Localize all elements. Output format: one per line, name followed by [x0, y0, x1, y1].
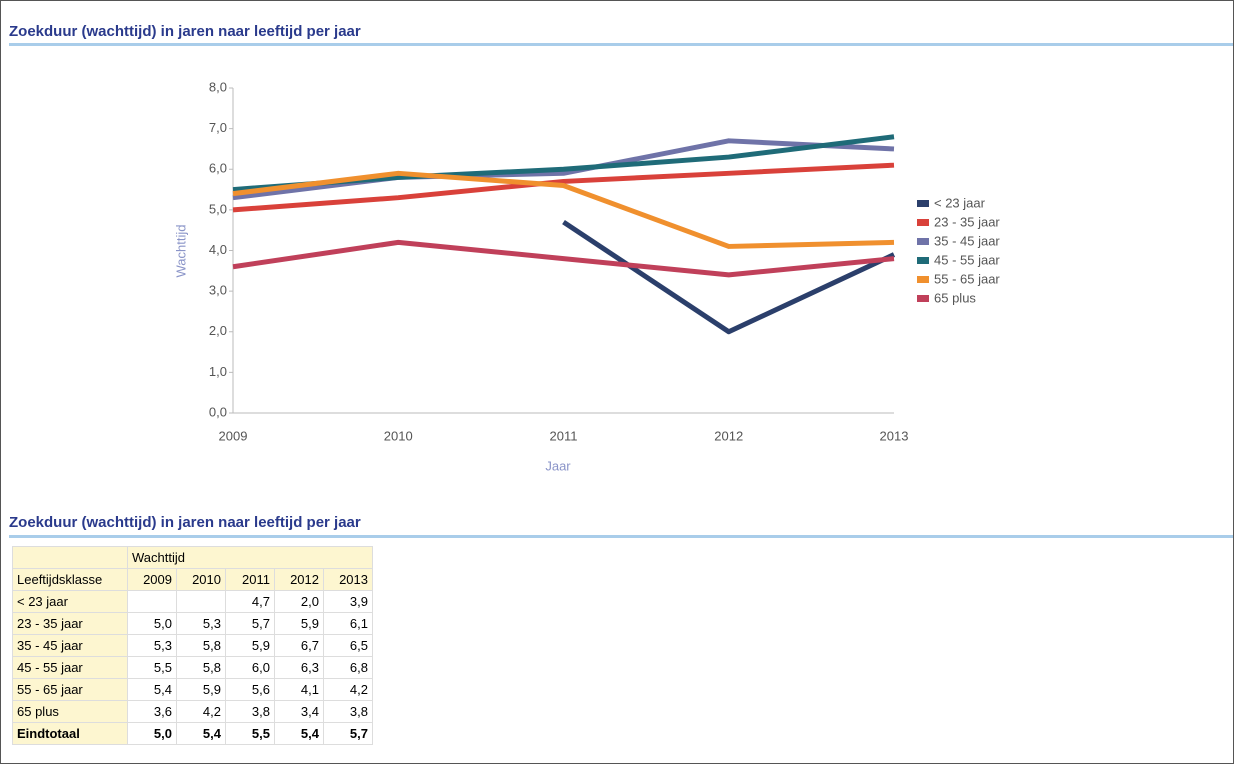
- x-tick-label: 2013: [880, 428, 909, 443]
- title-rule: [9, 43, 1233, 46]
- group-header: Wachttijd: [127, 546, 373, 569]
- table-row: 65 plus 3,6 4,2 3,8 3,4 3,8: [12, 700, 373, 723]
- column-header: Leeftijdsklasse: [12, 568, 128, 591]
- column-header: 2012: [274, 568, 324, 591]
- table-cell: 5,9: [274, 612, 324, 635]
- table-title: Zoekduur (wachttijd) in jaren naar leeft…: [9, 514, 361, 531]
- table-row: 55 - 65 jaar 5,4 5,9 5,6 4,1 4,2: [12, 678, 373, 701]
- y-tick-label: 7,0: [209, 120, 227, 135]
- total-cell: 5,4: [176, 722, 226, 745]
- x-tick-label: 2010: [384, 428, 413, 443]
- y-axis-label: Wachttijd: [173, 225, 188, 278]
- legend-label: < 23 jaar: [934, 195, 986, 210]
- row-header: 35 - 45 jaar: [12, 634, 128, 657]
- y-tick-label: 8,0: [209, 79, 227, 94]
- y-tick-label: 4,0: [209, 242, 227, 257]
- y-tick-label: 0,0: [209, 404, 227, 419]
- chart-title: Zoekduur (wachttijd) in jaren naar leeft…: [9, 23, 361, 40]
- x-tick-label: 2012: [714, 428, 743, 443]
- x-axis-label: Jaar: [545, 458, 571, 473]
- row-header: 65 plus: [12, 700, 128, 723]
- y-tick-label: 6,0: [209, 161, 227, 176]
- table-cell: 5,9: [176, 678, 226, 701]
- y-tick-label: 3,0: [209, 283, 227, 298]
- line: [562, 219, 896, 335]
- legend-swatch: [917, 295, 929, 302]
- row-header: < 23 jaar: [12, 590, 128, 613]
- corner-cell: [12, 546, 128, 569]
- table-cell: 5,7: [225, 612, 275, 635]
- x-tick-label: 2009: [219, 428, 248, 443]
- column-header: 2009: [127, 568, 177, 591]
- line: [232, 162, 895, 213]
- table-cell: 2,0: [274, 590, 324, 613]
- table-cell: 4,2: [176, 700, 226, 723]
- table-cell: 5,3: [176, 612, 226, 635]
- line: [232, 170, 895, 249]
- table-cell: [127, 590, 177, 613]
- legend-swatch: [917, 238, 929, 245]
- table-cell: 6,0: [225, 656, 275, 679]
- table-row: Leeftijdsklasse 2009 2010 2011 2012 2013: [12, 568, 373, 591]
- table-cell: 4,7: [225, 590, 275, 613]
- table-row: Eindtotaal 5,0 5,4 5,5 5,4 5,7: [12, 722, 373, 745]
- table-cell: 3,8: [323, 700, 373, 723]
- table-cell: 4,1: [274, 678, 324, 701]
- row-header: 45 - 55 jaar: [12, 656, 128, 679]
- table-cell: 3,8: [225, 700, 275, 723]
- table-cell: [176, 590, 226, 613]
- y-tick-label: 1,0: [209, 364, 227, 379]
- table-cell: 6,3: [274, 656, 324, 679]
- table-cell: 5,3: [127, 634, 177, 657]
- table-row: 45 - 55 jaar 5,5 5,8 6,0 6,3 6,8: [12, 656, 373, 679]
- table-cell: 5,0: [127, 612, 177, 635]
- column-header: 2013: [323, 568, 373, 591]
- legend-label: 55 - 65 jaar: [934, 271, 1000, 286]
- total-cell: 5,7: [323, 722, 373, 745]
- legend-swatch: [917, 276, 929, 283]
- legend-label: 23 - 35 jaar: [934, 214, 1000, 229]
- table-row: Wachttijd: [12, 546, 373, 569]
- table-cell: 5,5: [127, 656, 177, 679]
- data-table: Wachttijd Leeftijdsklasse 2009 2010 2011 2012…: [12, 546, 373, 745]
- table-cell: 3,4: [274, 700, 324, 723]
- legend-label: 45 - 55 jaar: [934, 252, 1000, 267]
- y-tick-label: 2,0: [209, 323, 227, 338]
- table-cell: 5,6: [225, 678, 275, 701]
- table-row: 35 - 45 jaar 5,3 5,8 5,9 6,7 6,5: [12, 634, 373, 657]
- table-cell: 6,5: [323, 634, 373, 657]
- legend-swatch: [917, 219, 929, 226]
- legend-swatch: [917, 257, 929, 264]
- table-cell: 5,4: [127, 678, 177, 701]
- y-tick-label: 5,0: [209, 201, 227, 216]
- legend-label: 65 plus: [934, 290, 976, 305]
- total-cell: 5,4: [274, 722, 324, 745]
- x-tick-label: 2011: [550, 428, 578, 443]
- column-header: 2011: [225, 568, 275, 591]
- table-cell: 4,2: [323, 678, 373, 701]
- table-cell: 3,9: [323, 590, 373, 613]
- legend-swatch: [917, 200, 929, 207]
- table-row: 23 - 35 jaar 5,0 5,3 5,7 5,9 6,1: [12, 612, 373, 635]
- table-cell: 5,8: [176, 656, 226, 679]
- row-header: Eindtotaal: [12, 722, 128, 745]
- table-cell: 6,8: [323, 656, 373, 679]
- title-rule: [9, 535, 1233, 538]
- legend-label: 35 - 45 jaar: [934, 233, 1000, 248]
- column-header: 2010: [176, 568, 226, 591]
- line: [232, 138, 895, 201]
- table-cell: 5,8: [176, 634, 226, 657]
- total-cell: 5,5: [225, 722, 275, 745]
- table-cell: 3,6: [127, 700, 177, 723]
- table-cell: 6,1: [323, 612, 373, 635]
- total-cell: 5,0: [127, 722, 177, 745]
- table-row: < 23 jaar 4,7 2,0 3,9: [12, 590, 373, 613]
- table-cell: 5,9: [225, 634, 275, 657]
- line: [232, 239, 895, 278]
- row-header: 23 - 35 jaar: [12, 612, 128, 635]
- row-header: 55 - 65 jaar: [12, 678, 128, 701]
- chart: Jaar Wachttijd 0,0 1,0 2,0 3,0 4,0 5,0 6,0 7,0 8…: [173, 79, 1000, 473]
- table-cell: 6,7: [274, 634, 324, 657]
